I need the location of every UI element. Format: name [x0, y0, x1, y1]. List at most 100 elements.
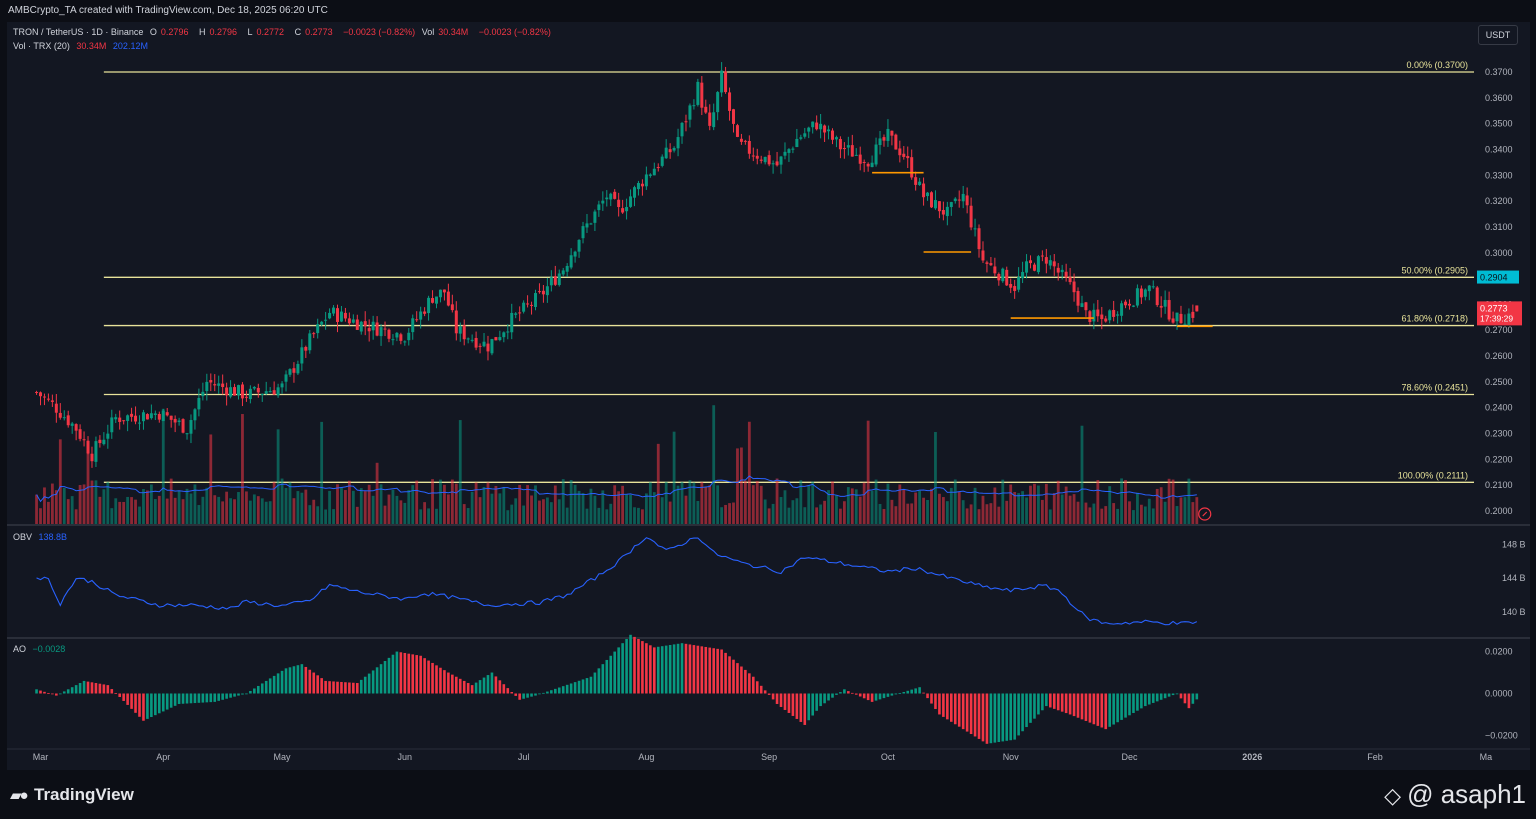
ao-bar — [656, 646, 660, 694]
ao-bar — [942, 693, 945, 717]
ao-bar — [264, 680, 268, 694]
ao-bar — [142, 693, 145, 721]
ao-bar — [565, 684, 569, 694]
volume-bar — [613, 485, 617, 524]
volume-bar — [684, 495, 688, 524]
volume-bar — [395, 495, 399, 524]
candle-body — [854, 154, 858, 156]
binance-diamond-icon: ◇ — [1384, 783, 1402, 808]
volume-bar — [443, 484, 446, 524]
volume-bar — [997, 506, 1001, 524]
volume-bar — [648, 482, 652, 524]
chart-canvas[interactable]: 0.3700 0.3600 0.3500 0.3400 0.3300 0.3200 0.31… — [7, 22, 1530, 770]
volume-bar — [367, 484, 371, 524]
ao-bar — [645, 643, 648, 694]
candle-body — [613, 191, 617, 199]
candle-body — [827, 129, 831, 132]
ao-bar — [478, 680, 482, 694]
volume-bar — [209, 434, 213, 524]
candle-body — [1187, 313, 1191, 326]
ao-bar — [367, 673, 371, 694]
candle-body — [1179, 313, 1183, 324]
candle-body — [395, 332, 399, 338]
ao-bar — [1191, 693, 1195, 704]
candle-body — [1143, 289, 1147, 297]
volume-bar — [791, 500, 795, 524]
ao-bar — [455, 676, 458, 694]
ao-bar — [1084, 693, 1088, 721]
tradingview-logo[interactable]: ▰● TradingView — [10, 785, 134, 805]
volume-bar — [153, 499, 157, 524]
ao-bar — [435, 665, 438, 694]
candle-body — [173, 418, 177, 423]
candle-body — [799, 137, 803, 139]
candle-body — [640, 183, 644, 187]
ao-title[interactable]: AO — [13, 644, 27, 654]
ao-bar — [272, 675, 276, 694]
ao-bar — [573, 682, 577, 694]
currency-button[interactable]: USDT — [1478, 25, 1518, 45]
ao-bar — [878, 693, 882, 700]
obv-title[interactable]: OBV — [13, 532, 33, 542]
candle-body — [1096, 309, 1100, 317]
candle-body — [981, 250, 985, 261]
candle-body — [70, 423, 74, 426]
candle-body — [526, 303, 530, 305]
x-axis-label: Dec — [1121, 752, 1138, 762]
x-axis-label: Sep — [761, 752, 777, 762]
volume-bar — [890, 499, 894, 524]
candle-body — [324, 319, 328, 321]
ao-bar — [906, 690, 910, 694]
chart-frame[interactable]: 0.3700 0.3600 0.3500 0.3400 0.3300 0.3200 0.31… — [7, 22, 1530, 770]
high-label: H — [198, 27, 206, 37]
ao-bar — [585, 678, 589, 694]
candle-body — [462, 325, 466, 340]
candle-body — [953, 198, 957, 202]
volume-bar — [296, 491, 300, 524]
candle-body — [545, 286, 549, 296]
ao-tick-label: 0.0200 — [1485, 647, 1513, 657]
volume-bar — [617, 491, 621, 524]
candle-body — [696, 81, 700, 105]
open-value: 0.2796 — [160, 27, 189, 37]
volume-bar — [387, 494, 391, 524]
ao-bar — [35, 689, 38, 694]
ao-bar — [340, 681, 343, 694]
watermark: ◇ @ asaph1 — [1384, 779, 1526, 810]
candle-body — [1080, 303, 1084, 307]
ao-bar — [1029, 693, 1032, 723]
candle-body — [399, 334, 403, 341]
candle-body — [593, 211, 597, 223]
candle-body — [1009, 283, 1013, 288]
volume-bar — [641, 509, 644, 524]
candle-body — [280, 383, 284, 388]
ao-bar — [1112, 693, 1115, 725]
volume-bar — [510, 504, 514, 524]
ao-bar — [843, 689, 846, 694]
ao-bar — [78, 683, 82, 694]
candle-body — [795, 138, 799, 148]
ao-bar — [233, 693, 236, 697]
ao-bar — [641, 641, 644, 694]
candle-body — [1167, 300, 1171, 320]
volume-bar — [217, 496, 221, 524]
ao-bar — [1049, 693, 1052, 708]
volume-bar — [320, 421, 324, 524]
volume-bar — [827, 490, 830, 524]
vol-indicator-title[interactable]: Vol · TRX (20) — [13, 41, 70, 51]
candle-body — [229, 387, 233, 397]
candle-body — [351, 319, 355, 323]
symbol-title[interactable]: TRON / TetherUS · 1D · Binance — [13, 27, 144, 37]
candle-body — [767, 155, 771, 165]
ao-bar — [581, 679, 585, 694]
volume-bar — [700, 482, 704, 524]
ao-bar — [300, 664, 304, 694]
volume-bar — [399, 500, 403, 524]
candle-body — [161, 410, 165, 422]
candle-body — [106, 433, 110, 439]
volume-bar — [1017, 493, 1021, 524]
candle-body — [411, 318, 415, 333]
ao-bar — [546, 691, 549, 694]
volume-bar — [534, 485, 537, 524]
candle-body — [989, 263, 993, 266]
